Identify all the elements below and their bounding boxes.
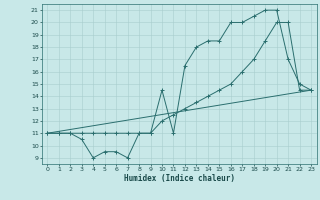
X-axis label: Humidex (Indice chaleur): Humidex (Indice chaleur) bbox=[124, 174, 235, 183]
